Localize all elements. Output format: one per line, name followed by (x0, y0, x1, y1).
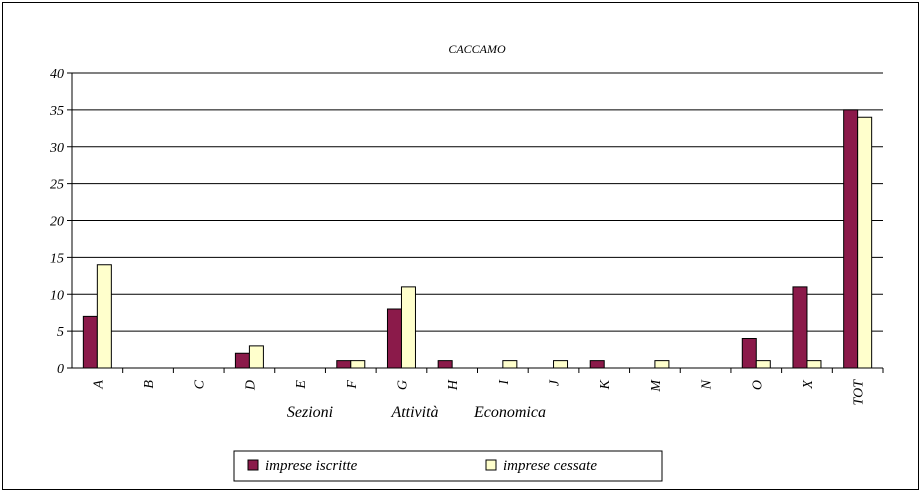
bar-iscritte-o (741, 338, 757, 369)
bar-cessate-o (755, 360, 771, 369)
x-axis-title: Sezioni Attività Economica (287, 404, 546, 421)
chart-title: CACCAMO (448, 42, 506, 56)
legend-label: imprese cessate (503, 458, 597, 474)
x-axis-title-word: Economica (473, 404, 546, 421)
x-tick-label: TOT (852, 379, 867, 406)
bar-cessate-d (248, 345, 264, 369)
bar-cessate-f (350, 360, 366, 369)
bar-cessate-tot (857, 116, 873, 369)
bar-iscritte-a (82, 315, 98, 369)
x-tick-label: B (142, 380, 157, 389)
legend-label: imprese iscritte (265, 458, 358, 474)
x-tick-label: M (649, 379, 664, 393)
bar-cessate-i (502, 360, 518, 369)
legend-swatch (247, 459, 259, 471)
bar-iscritte-h (437, 360, 453, 369)
y-tick-label: 25 (50, 178, 64, 193)
x-tick-label: D (243, 380, 258, 391)
bar-iscritte-d (234, 352, 250, 369)
y-tick-label: 35 (49, 104, 64, 119)
y-tick-label: 20 (50, 215, 64, 230)
chart-border (2, 2, 919, 490)
bar-iscritte-f (336, 360, 352, 369)
y-tick-label: 10 (50, 288, 64, 303)
x-tick-label: J (548, 379, 563, 386)
grid (72, 72, 883, 332)
x-axis-title-word: Attività (390, 404, 438, 421)
x-axis-title-word: Sezioni (287, 404, 333, 421)
legend-swatch (485, 459, 497, 471)
bar-iscritte-x (792, 286, 808, 369)
y-tick-label: 30 (49, 141, 64, 156)
axes: 0 5 10 15 20 25 30 35 40 A B C D E F G H I J K M N O X TOT (49, 67, 884, 406)
x-tick-label: N (700, 379, 715, 390)
bar-cessate-g (400, 286, 416, 369)
bar-cessate-m (654, 360, 670, 369)
bar-cessate-j (553, 360, 569, 369)
bar-iscritte-k (589, 360, 605, 369)
x-tick-label: C (193, 379, 208, 389)
bar-iscritte-tot (843, 109, 859, 369)
x-tick-label: E (294, 380, 309, 390)
y-tick-label: 15 (50, 251, 64, 266)
x-tick-label: K (598, 379, 613, 390)
x-tick-label: F (345, 380, 360, 390)
x-tick-label: H (446, 379, 461, 391)
x-tick-label: O (750, 380, 765, 390)
x-tick-label: G (395, 380, 410, 390)
x-tick-label: X (801, 380, 816, 390)
bar-iscritte-g (386, 308, 402, 369)
legend: imprese iscritte imprese cessate (233, 450, 663, 482)
x-tick-label: A (91, 380, 106, 390)
bar-cessate-x (806, 360, 822, 369)
legend-box (233, 450, 663, 482)
y-tick-label: 5 (57, 325, 64, 340)
y-tick-label: 40 (50, 67, 64, 82)
y-tick-label: 0 (57, 362, 64, 377)
bar-cessate-a (96, 264, 112, 369)
x-tick-label: I (497, 379, 512, 386)
bars (82, 109, 873, 369)
